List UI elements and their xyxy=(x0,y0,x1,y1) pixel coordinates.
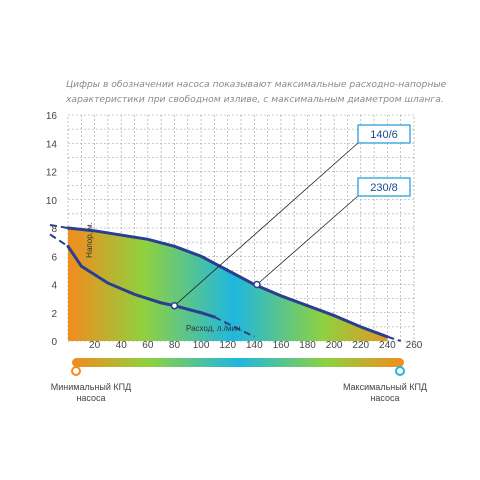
y-tick-label: 0 xyxy=(51,337,57,348)
series-badge-140/6 xyxy=(357,124,411,144)
x-tick-label: 20 xyxy=(89,340,101,351)
leader-line-230/8 xyxy=(256,195,359,285)
x-tick-label: 180 xyxy=(299,340,316,351)
x-tick-label: 80 xyxy=(169,340,181,351)
min-efficiency-label: Минимальный КПД насоса xyxy=(50,382,132,403)
y-tick-label: 10 xyxy=(46,196,58,207)
marker-140/6 xyxy=(170,301,179,310)
y-tick-label: 4 xyxy=(51,281,57,292)
x-tick-label: 200 xyxy=(326,340,343,351)
leader-line-140/6 xyxy=(174,142,359,306)
series-badge-label-230/8: 230/8 xyxy=(370,182,398,194)
efficiency-area xyxy=(68,228,388,341)
scale-max-marker xyxy=(395,366,405,376)
x-axis-label: Расход, л./мин. xyxy=(186,324,243,333)
y-tick-label: 12 xyxy=(46,168,58,179)
x-tick-label: 120 xyxy=(219,340,236,351)
y-axis-label: Напор, м. xyxy=(85,222,94,258)
series-line-230/8 xyxy=(66,226,389,339)
series-badge-label-140/6: 140/6 xyxy=(370,129,398,141)
efficiency-scale-bar xyxy=(72,358,404,367)
x-tick-label: 100 xyxy=(193,340,210,351)
y-tick-label: 16 xyxy=(46,111,58,122)
chart-caption: Цифры в обозначении насоса показывают ма… xyxy=(66,79,447,105)
x-tick-label: 240 xyxy=(379,340,396,351)
y-tick-label: 2 xyxy=(51,309,57,320)
pump-curves xyxy=(49,224,401,342)
x-tick-label: 160 xyxy=(273,340,290,351)
axis-ticks: 20 40 60 80 100 120 140 160 180 200 220 240 260 0 2 4 6 8… xyxy=(46,111,423,351)
x-tick-label: 260 xyxy=(406,340,423,351)
series-badge-230/8 xyxy=(357,177,411,197)
marker-230/8 xyxy=(253,280,261,289)
x-tick-label: 40 xyxy=(116,340,128,351)
x-tick-label: 220 xyxy=(352,340,369,351)
series-extension-140/6 xyxy=(213,316,255,338)
scale-min-marker xyxy=(71,366,81,376)
series-line-140/6 xyxy=(66,244,216,319)
series-extension-230/8 xyxy=(387,335,401,342)
series-extension-140/6 xyxy=(49,233,69,248)
x-tick-label: 140 xyxy=(246,340,263,351)
max-efficiency-label: Максимальный КПД насоса xyxy=(342,382,428,403)
x-tick-label: 60 xyxy=(142,340,154,351)
y-tick-label: 14 xyxy=(46,139,58,150)
series-extension-230/8 xyxy=(49,224,69,229)
y-tick-label: 8 xyxy=(51,224,57,235)
y-tick-label: 6 xyxy=(51,252,57,263)
series-labels: 140/6 230/8 xyxy=(170,124,411,310)
